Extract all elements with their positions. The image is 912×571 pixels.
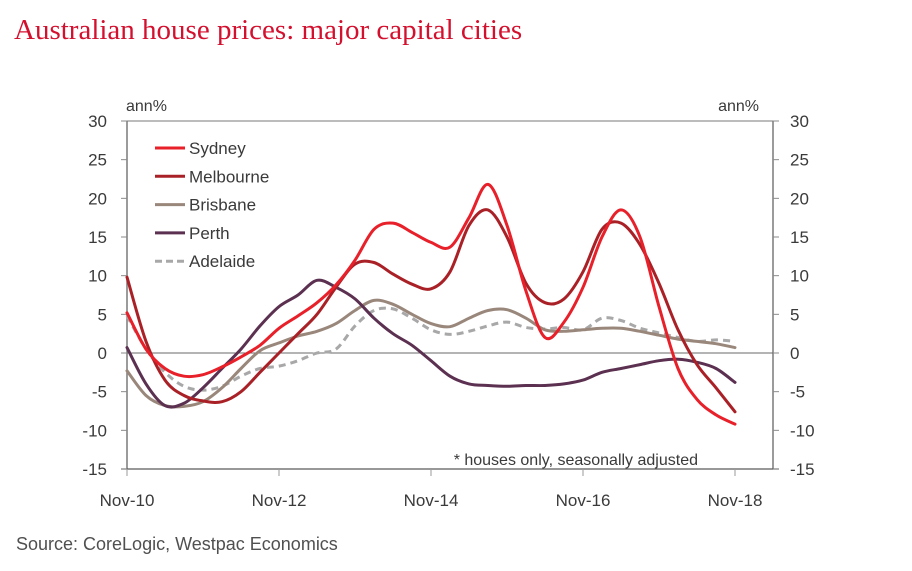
y-tick-label-right: 0: [790, 344, 799, 363]
series-line-brisbane: [125, 298, 737, 409]
series-line-melbourne: [125, 208, 737, 414]
y-tick-label-right: -10: [790, 421, 815, 440]
x-tick-label: Nov-14: [404, 491, 459, 510]
y-tick-label-right: 20: [790, 189, 809, 208]
series-group: [125, 182, 737, 426]
legend-label-perth: Perth: [189, 224, 230, 243]
y-tick-label-right: -15: [790, 460, 815, 479]
series-line-adelaide: [125, 306, 736, 392]
y-tick-label-right: 25: [790, 151, 809, 170]
y-tick-label-left: 5: [98, 305, 107, 324]
y-axis-unit-left: ann%: [126, 98, 167, 115]
y-tick-label-right: -5: [790, 383, 805, 402]
y-axis-unit-right: ann%: [718, 98, 759, 115]
chart-title: Australian house prices: major capital c…: [14, 14, 523, 46]
x-tick-label: Nov-18: [708, 491, 763, 510]
legend-label-adelaide: Adelaide: [189, 252, 255, 271]
y-tick-label-left: -5: [92, 383, 107, 402]
x-tick-label: Nov-16: [556, 491, 611, 510]
y-tick-label-left: -10: [82, 421, 107, 440]
y-tick-label-right: 30: [790, 112, 809, 131]
chart-annotation: * houses only, seasonally adjusted: [454, 452, 698, 469]
y-tick-label-left: 20: [88, 189, 107, 208]
legend-label-brisbane: Brisbane: [189, 196, 256, 215]
x-tick-label: Nov-12: [252, 491, 307, 510]
series-line-sydney: [125, 182, 737, 426]
y-tick-label-left: 0: [98, 344, 107, 363]
legend-label-sydney: Sydney: [189, 139, 246, 158]
legend-label-melbourne: Melbourne: [189, 167, 269, 186]
y-tick-label-left: 30: [88, 112, 107, 131]
y-tick-label-right: 5: [790, 305, 799, 324]
legend: Sydney Melbourne Brisbane Perth Adelaide: [155, 139, 269, 271]
y-tick-label-left: 15: [88, 228, 107, 247]
source-note: Source: CoreLogic, Westpac Economics: [16, 534, 338, 554]
x-tick-label: Nov-10: [100, 491, 155, 510]
y-tick-label-left: -15: [82, 460, 107, 479]
y-tick-label-right: 15: [790, 228, 809, 247]
y-tick-label-right: 10: [790, 267, 809, 286]
y-tick-label-left: 10: [88, 267, 107, 286]
y-tick-label-left: 25: [88, 151, 107, 170]
axes: -15 -15 -10 -10 -5 -5 0 0 5 5 10 10 15 15 20 20 25 25 30 30…: [82, 112, 814, 510]
